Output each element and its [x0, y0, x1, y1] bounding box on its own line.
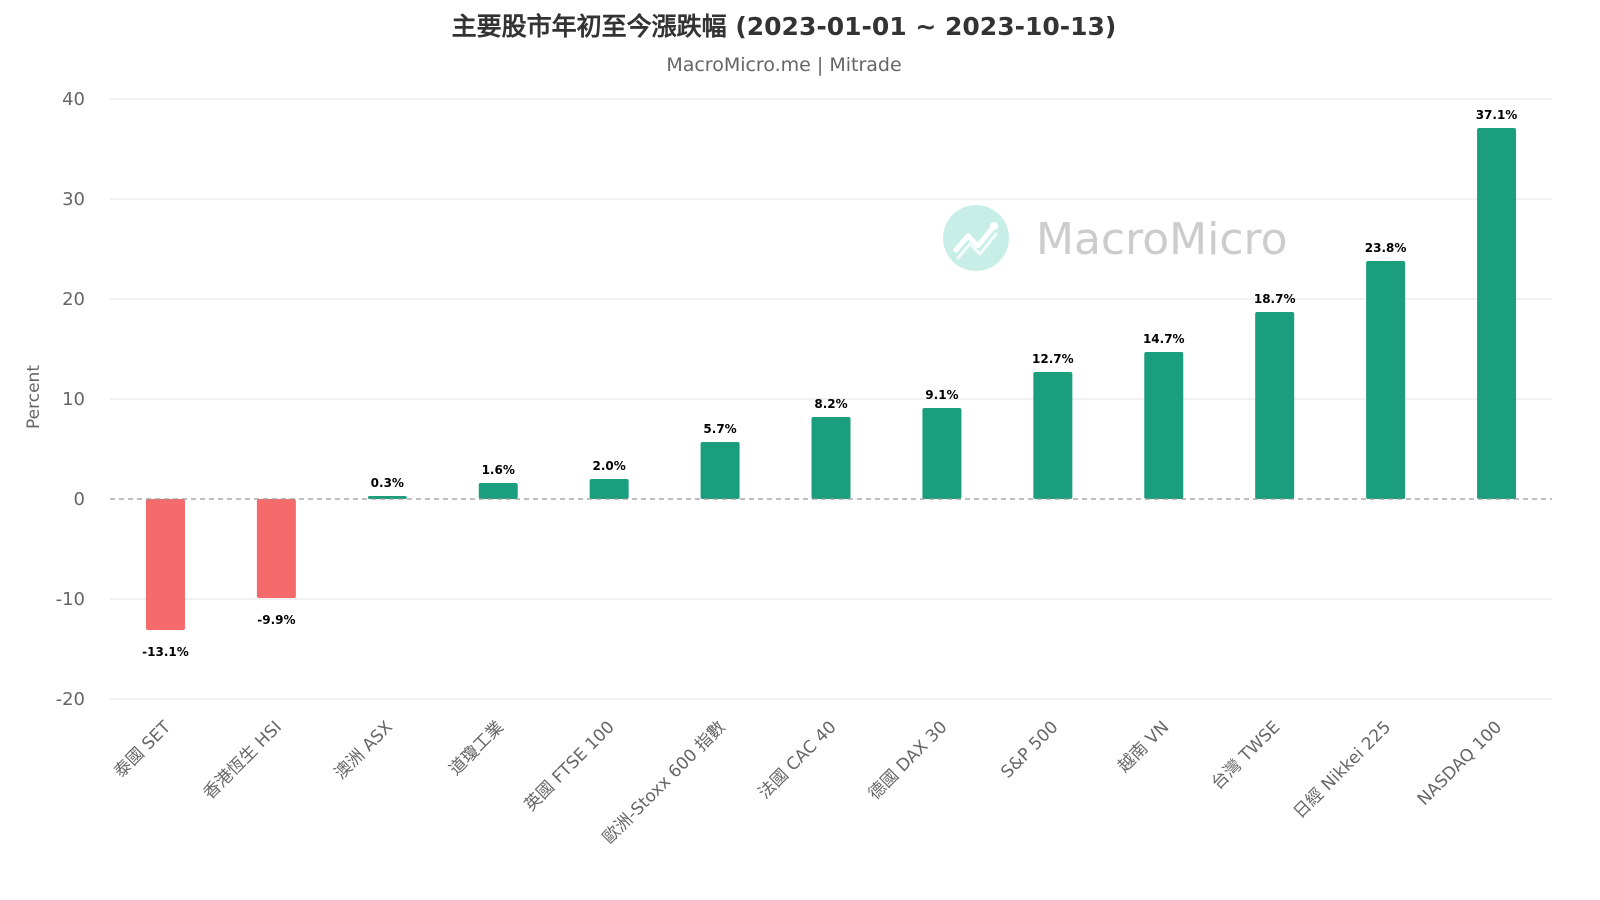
data-label: 12.7% [1032, 352, 1074, 366]
x-tick-label: 日經 Nikkei 225 [1290, 717, 1395, 822]
x-tick-label: 泰國 SET [110, 717, 175, 782]
bar[interactable] [700, 442, 740, 499]
bar[interactable] [367, 496, 407, 499]
y-tick-label: 40 [62, 89, 85, 110]
y-tick-label: 20 [62, 289, 85, 310]
data-labels: -13.1% -9.9% 0.3% 1.6% 2.0% 5.7% 8.2% 9.1% 12.7%… [142, 108, 1517, 659]
data-label: -9.9% [257, 613, 295, 627]
bar[interactable] [1255, 312, 1295, 499]
bar[interactable] [145, 499, 185, 630]
y-tick-label: 30 [62, 189, 85, 210]
data-label: 14.7% [1143, 332, 1185, 346]
data-label: -13.1% [142, 645, 189, 659]
x-tick-label: 歐洲-Stoxx 600 指數 [599, 717, 730, 848]
bars [145, 128, 1517, 630]
x-tick-label: 道瓊工業 [446, 717, 508, 779]
x-tick-label: 法國 CAC 40 [755, 717, 841, 803]
x-tick-label: 德國 DAX 30 [865, 717, 952, 804]
bar[interactable] [1144, 352, 1184, 499]
data-label: 37.1% [1476, 108, 1518, 122]
watermark-text: MacroMicro [1036, 214, 1288, 265]
chart-title: 主要股市年初至今漲跌幅 (2023-01-01 ~ 2023-10-13) [452, 12, 1117, 41]
x-tick-label: S&P 500 [997, 717, 1062, 782]
bar[interactable] [1477, 128, 1517, 499]
data-label: 23.8% [1365, 241, 1407, 255]
data-label: 9.1% [925, 388, 958, 402]
x-tick-label: 台灣 TWSE [1208, 717, 1284, 793]
x-tick-label: NASDAQ 100 [1414, 717, 1506, 809]
bar[interactable] [589, 479, 629, 499]
bar[interactable] [256, 499, 296, 598]
x-tick-label: 越南 VN [1114, 717, 1173, 776]
y-axis: -20 -10 0 10 20 30 40 [56, 89, 85, 710]
bar[interactable] [1366, 261, 1406, 499]
bar[interactable] [478, 483, 518, 499]
data-label: 5.7% [703, 422, 736, 436]
macromicro-logo-icon [943, 205, 1009, 271]
x-tick-label: 香港恆生 HSI [200, 717, 286, 803]
gridlines [110, 98, 1552, 700]
watermark: MacroMicro [943, 205, 1288, 271]
bar[interactable] [811, 417, 851, 499]
y-tick-label: 0 [74, 489, 85, 510]
bar[interactable] [922, 408, 962, 499]
data-label: 1.6% [482, 463, 515, 477]
y-tick-label: 10 [62, 389, 85, 410]
data-label: 18.7% [1254, 292, 1296, 306]
x-tick-label: 英國 FTSE 100 [521, 717, 619, 815]
y-axis-label: Percent [24, 365, 44, 429]
data-label: 8.2% [814, 397, 847, 411]
data-label: 2.0% [593, 459, 626, 473]
y-tick-label: -10 [56, 589, 85, 610]
x-axis: 泰國 SET 香港恆生 HSI 澳洲 ASX 道瓊工業 英國 FTSE 100歐洲-St… [110, 717, 1506, 848]
chart-subtitle: MacroMicro.me | Mitrade [666, 54, 901, 76]
data-label: 0.3% [371, 476, 404, 490]
y-tick-label: -20 [56, 689, 85, 710]
bar[interactable] [1033, 372, 1073, 499]
x-tick-label: 澳洲 ASX [331, 717, 397, 783]
